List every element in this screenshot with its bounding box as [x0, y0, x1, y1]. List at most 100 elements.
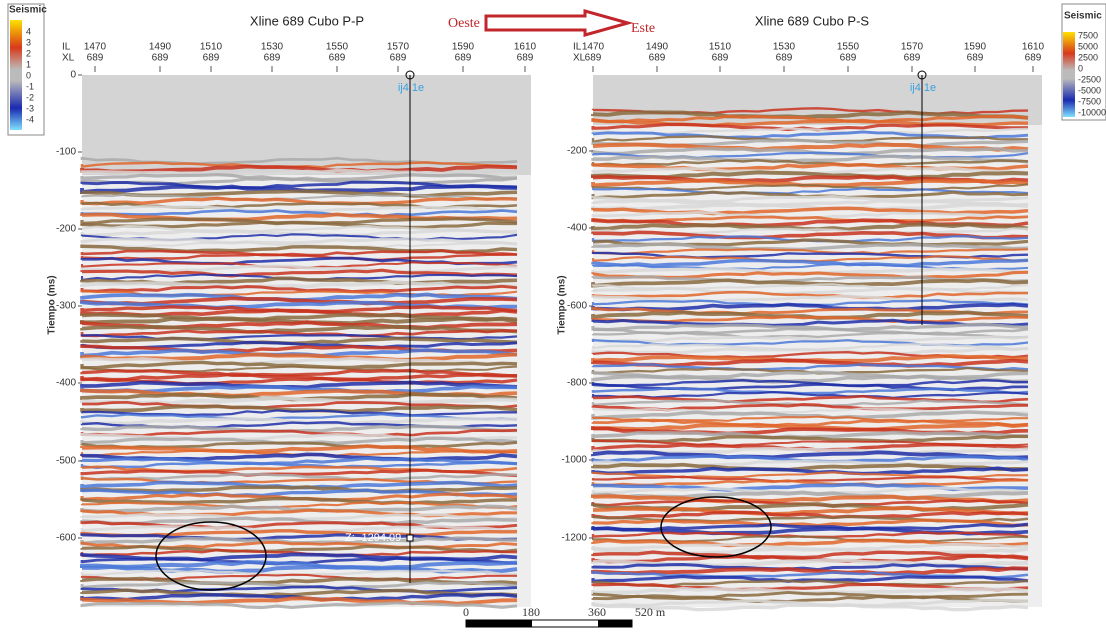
seismic-reflector: [80, 184, 518, 195]
seismic-reflector: [80, 461, 517, 470]
seismic-reflector: [80, 501, 518, 509]
seismic-reflector: [80, 333, 518, 341]
seismic-reflector: [80, 360, 518, 370]
seismic-reflector: [80, 440, 518, 450]
seismic-reflector: [80, 544, 518, 554]
panels: Xline 689 Cubo P-PILXL147068914906891510…: [47, 13, 1045, 612]
seismic-reflector: [80, 312, 518, 322]
scale-bar-segment: [466, 620, 532, 627]
seismic-reflector: [591, 366, 1029, 375]
y-tick-label: -600: [567, 301, 587, 312]
seismic-reflector: [591, 322, 1029, 332]
seismic-reflector: [591, 147, 1029, 156]
seismic-reflector: [591, 248, 1029, 256]
seismic-reflector: [80, 444, 518, 454]
xl-value: 689: [840, 53, 857, 64]
seismic-reflector: [82, 400, 518, 410]
seismic-reflector: [591, 421, 1029, 432]
seismic-reflector: [591, 594, 1029, 604]
seismic-reflector: [80, 193, 518, 201]
panel-title: Xline 689 Cubo P-P: [250, 13, 364, 28]
scale-bar-segment: [598, 620, 632, 627]
il-value: 1470: [84, 42, 107, 53]
seismic-reflector: [80, 329, 518, 338]
seismic-reflector: [80, 413, 518, 422]
legend-label: 0: [26, 70, 31, 80]
seismic-reflector: [591, 290, 1029, 300]
y-tick-label: -200: [56, 224, 76, 235]
il-value: 1510: [709, 42, 732, 53]
xl-value: 689: [776, 53, 793, 64]
legend-label: 1: [26, 59, 31, 69]
seismic-reflector: [591, 510, 1029, 520]
y-tick-label: -1000: [561, 455, 587, 466]
seismic-reflector: [591, 218, 1029, 228]
y-tick-label: -600: [56, 533, 76, 544]
seismic-reflector: [80, 404, 518, 414]
legend-title: Seismic: [9, 5, 47, 16]
legend-label: -5000: [1078, 85, 1101, 95]
seismic-reflector: [80, 356, 518, 366]
seismic-reflector: [591, 310, 1029, 320]
xl-value: 689: [152, 53, 169, 64]
seismic-reflector: [591, 286, 1029, 296]
y-tick-label: -100: [56, 147, 76, 158]
xl-value: 689: [967, 53, 984, 64]
y-tick-label: -200: [567, 146, 587, 157]
seismic-reflector: [80, 372, 518, 382]
seismic-reflector: [591, 230, 1029, 240]
y-tick-label: -400: [567, 223, 587, 234]
seismic-reflector: [591, 602, 1029, 612]
legend-label: 3: [26, 37, 31, 47]
legend-label: -2: [26, 92, 34, 102]
y-tick-label: -500: [56, 456, 76, 467]
seismic-reflector: [80, 208, 518, 218]
seismic-reflector: [591, 450, 1029, 460]
seismic-reflector: [80, 284, 518, 294]
il-label: IL: [573, 42, 582, 53]
legend-title: Seismic: [1064, 11, 1102, 22]
seismic-reflector: [591, 318, 1029, 327]
highlight-ellipse: [660, 496, 772, 558]
seismic-reflector: [80, 596, 518, 606]
il-value: 1570: [387, 42, 410, 53]
seismic-reflector: [591, 363, 1029, 372]
seismic-reflector: [591, 374, 1029, 384]
xl-value: 689: [712, 53, 729, 64]
seismic-reflector: [591, 418, 1029, 428]
seismic-reflector: [591, 158, 1029, 167]
panel-title: Xline 689 Cubo P-S: [755, 13, 870, 28]
xl-value: 689: [87, 53, 104, 64]
legend-label: -1: [26, 81, 34, 91]
seismic-reflector: [591, 462, 1029, 472]
seismic-reflector: [80, 280, 518, 290]
il-value: 1590: [452, 42, 475, 53]
arrow-from: Oeste: [448, 16, 480, 31]
xl-value: 689: [517, 53, 534, 64]
xl-value: 689: [329, 53, 346, 64]
z-marker: [406, 534, 414, 542]
seismic-reflector: [591, 114, 1029, 124]
seismic-reflector: [591, 575, 1029, 583]
y-tick-label: -300: [56, 301, 76, 312]
seismic-reflector: [591, 346, 1029, 356]
seismic-reflector: [591, 386, 1029, 395]
seismic-reflector: [591, 518, 1029, 528]
il-value: 1490: [646, 42, 669, 53]
legend-label: -2500: [1078, 74, 1101, 84]
il-value: 1470: [582, 42, 605, 53]
legend-label: 5000: [1078, 41, 1098, 51]
seismic-reflector: [591, 410, 1029, 420]
seismic-reflector: [80, 588, 518, 598]
xl-value: 689: [203, 53, 220, 64]
seismic-reflector: [591, 258, 1029, 268]
seismic-reflector: [591, 562, 1029, 572]
legend-label: -3: [26, 103, 34, 113]
highlight-ellipse: [155, 521, 267, 591]
seismic-reflector: [80, 241, 518, 249]
well-head: [917, 70, 927, 80]
seismic-reflector: [591, 475, 1029, 483]
seismic-reflector: [80, 472, 518, 482]
seismic-reflector: [80, 452, 518, 462]
seismic-reflector: [591, 331, 1029, 339]
